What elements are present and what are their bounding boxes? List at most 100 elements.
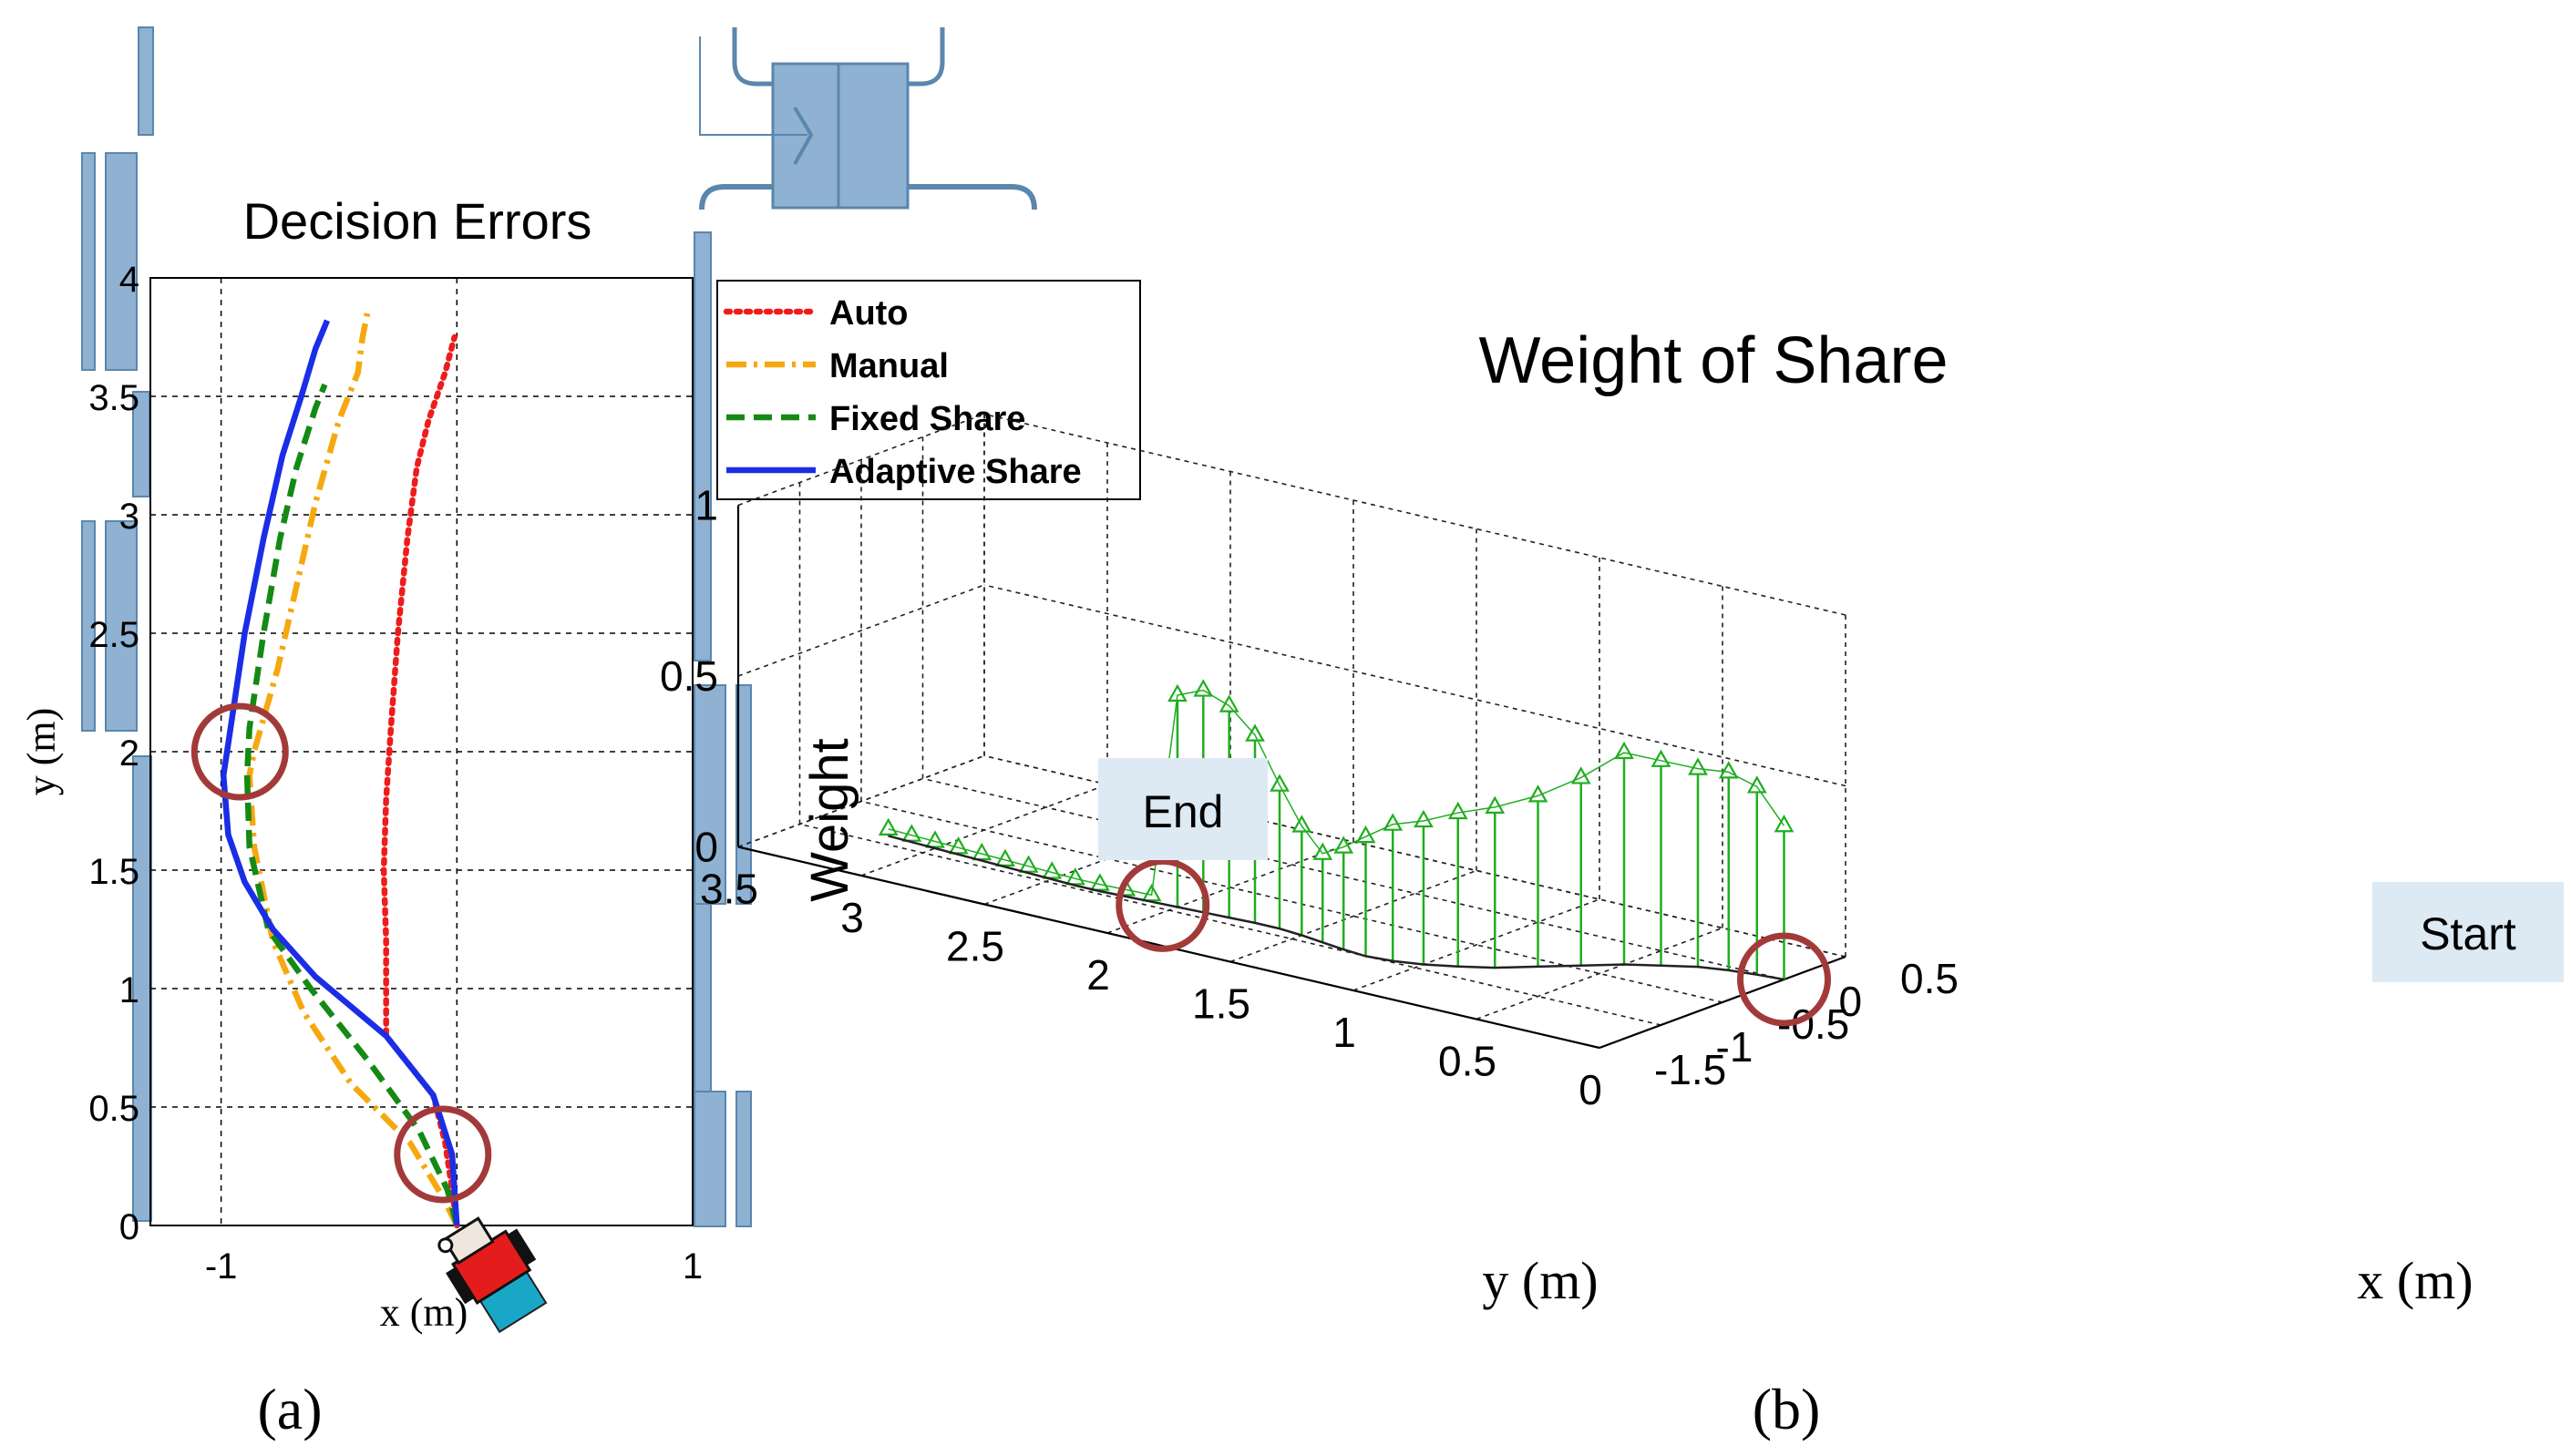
y-tick-label: 3 [119,497,139,537]
axes-box [736,413,1846,1050]
z-tick-label: 0.5 [660,652,718,700]
side-wall-grid-z [737,754,985,848]
weight-marker [972,842,992,861]
weight-marker [878,817,899,836]
weight-marker [1065,867,1085,886]
error-circle [190,702,289,801]
y-tick-label: 4 [119,260,139,300]
x-tick-label: 0 [1839,978,1863,1025]
wall-block [694,1091,726,1227]
weight-marker [1651,749,1671,767]
x-tick-label: 1 [683,1246,703,1287]
robot-head [442,1216,495,1266]
side-wall-grid-z [737,584,985,677]
series-line-fixed-share [243,383,460,1226]
x-axis-line [1599,955,1846,1050]
weight-marker [1291,815,1312,833]
robot-wheel [507,1228,537,1266]
weight-marker [1774,815,1795,833]
robot-icon [437,1216,548,1334]
legend-label: Adaptive Share [829,453,1082,491]
floor-grid-y [1476,927,1723,1020]
tick-labels: 0 0.5 1 1.5 2 2.5 3 3.5 4 -1 1 [88,260,703,1287]
y-tick-label: 0.5 [88,1089,139,1129]
back-wall-grid-z [983,584,1846,787]
weight-marker [1042,861,1063,879]
chart-title: Weight of Share [1479,324,1949,397]
series-lines [220,313,460,1229]
z-axis-label: Weight [800,738,859,901]
panel-b-chart: Weight of Share -1.5-1 -0.50 0.500.511.522… [660,324,2564,1441]
floor-grid-y [1352,898,1600,991]
y-tick-label: 0 [1579,1066,1602,1113]
legend: Auto Manual Fixed Share Adaptive Share [716,280,1141,500]
weight-marker [1018,855,1039,873]
weight-marker [1333,836,1354,854]
door-arrow-head [793,106,814,165]
panel-a-caption: (a) [257,1377,322,1441]
robot-sensor [437,1237,454,1254]
robot-wheel [446,1266,475,1305]
door-icon [699,27,1037,210]
wall-block [735,1091,752,1227]
end-label-box [1098,758,1268,860]
wall-block [105,152,138,371]
weight-stems [878,679,1795,981]
weight-marker [1245,723,1265,742]
weight-marker [1570,766,1591,784]
error-markers [1116,857,1831,1027]
weight-marker [1090,873,1110,891]
weight-marker [1447,801,1468,820]
legend-box [716,280,1141,500]
legend-label: Fixed Share [829,400,1025,438]
y-tick-label: 2.5 [88,615,139,655]
y-tick-label: 1.5 [1192,980,1250,1028]
back-wall-grid-z [983,754,1846,958]
wall-block [81,520,96,732]
series-line-auto [380,333,460,1229]
weight-marker [948,836,969,855]
floor-grid-y [1229,869,1477,963]
z-tick-label: 1 [694,482,718,529]
end-label: End [1143,786,1224,837]
wall-block [694,231,712,661]
x-tick-label: -1.5 [1654,1046,1726,1093]
weight-marker [995,848,1015,866]
y-tick-label: 0.5 [1438,1038,1496,1085]
wall-block [105,520,138,732]
y-tick-label: 2.5 [946,923,1004,970]
tick-labels: -1.5-1 -0.50 0.500.511.522.533.500.51 [660,482,1959,1114]
door-arrow-line [699,36,807,136]
legend-label: Auto [829,294,909,333]
floor-grid-x [860,800,1723,1003]
back-wall-grid-z [983,413,1846,616]
weight-marker [1688,757,1708,775]
weight-marker [1485,795,1506,814]
panel-a-chart: 0 0.5 1 1.5 2 2.5 3 3.5 4 -1 1 Decision Errors y (… [19,26,1141,1441]
weight-marker [1746,775,1767,794]
x-tick-label: -1 [1716,1023,1753,1071]
y-tick-label: 3.5 [700,866,758,913]
weight-marker [1414,809,1434,828]
series-line-adaptive-share [220,319,460,1226]
weight-marker [1270,774,1290,792]
side-wall-grid-z [737,413,985,507]
x-tick-label: -1 [205,1246,238,1287]
panel-b-caption: (b) [1753,1377,1821,1441]
chart-title: Decision Errors [243,192,592,250]
y-axis-label: y (m) [19,708,64,796]
error-markers [190,702,492,1204]
weight-marker [1167,683,1188,702]
wall-block [694,684,726,905]
legend-label: Manual [829,347,949,385]
error-circle [1116,857,1210,952]
floor-grid-x [799,823,1661,1026]
y-tick-label: 2 [119,733,139,774]
start-label-box [2372,882,2564,982]
x-axis-label: x (m) [2357,1251,2473,1310]
error-circle [1737,932,1831,1027]
start-label: Start [2420,908,2516,959]
wall-block [138,26,154,136]
floor-grid-y [1106,841,1354,934]
y-tick-label: 1 [119,970,139,1010]
